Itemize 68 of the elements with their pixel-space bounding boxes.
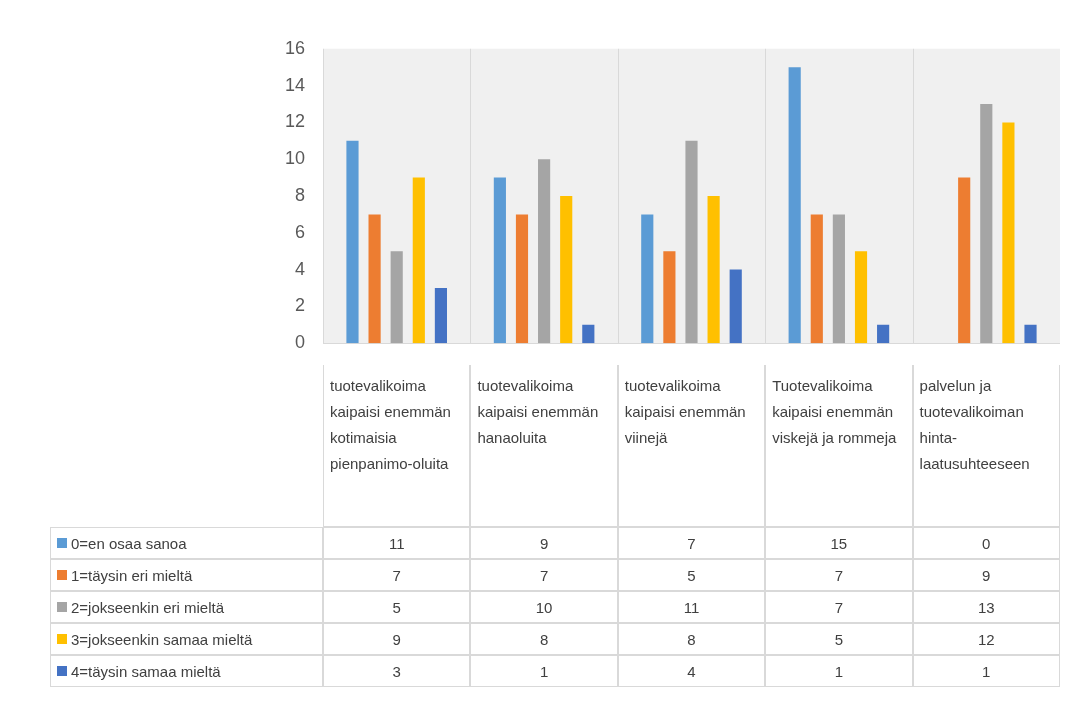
data-label: 8 (470, 623, 618, 655)
data-label: 1 (470, 655, 618, 687)
bar (346, 140, 359, 344)
x-tick-label: palvelun ja tuotevalikoiman hinta-laatusuhteeseen (912, 365, 1060, 527)
legend-label: 1=täysin eri mieltä (71, 566, 193, 584)
data-label: 13 (912, 591, 1060, 623)
bar (729, 269, 742, 344)
legend-label: 4=täysin samaa mieltä (71, 662, 221, 680)
bar (707, 196, 720, 344)
bar (1002, 122, 1015, 344)
x-tick-label: tuotevalikoima kaipaisi enemmän kotimaisia pienpanimo-oluita (323, 365, 471, 527)
bar (980, 104, 993, 344)
bar (582, 324, 595, 344)
bar (663, 251, 676, 344)
x-tick-label: tuotevalikoima kaipaisi enemmän viinejä (617, 365, 766, 527)
data-label: 7 (617, 527, 766, 559)
data-label: 3 (323, 655, 471, 687)
bar (412, 177, 425, 344)
y-tick-label: 14 (284, 74, 305, 95)
data-label: 15 (765, 527, 913, 559)
data-label: 5 (323, 591, 471, 623)
y-tick-label: 8 (294, 184, 305, 205)
data-label: 7 (470, 559, 618, 591)
bar (958, 177, 971, 344)
bar (390, 251, 403, 344)
data-label: 8 (617, 623, 766, 655)
legend-label: 2=jokseenkin eri mieltä (71, 598, 224, 616)
legend-label: 0=en osaa sanoa (71, 534, 187, 552)
legend-label: 3=jokseenkin samaa mieltä (71, 630, 253, 648)
data-label: 7 (765, 591, 913, 623)
y-tick-label: 4 (294, 258, 305, 279)
bar (832, 214, 845, 344)
bar (493, 177, 506, 344)
data-label: 9 (912, 559, 1060, 591)
data-label: 1 (765, 655, 913, 687)
bar (1024, 324, 1037, 344)
bar (685, 140, 698, 344)
bar (854, 251, 868, 344)
data-label: 11 (323, 527, 471, 559)
y-tick-label: 16 (284, 37, 305, 58)
bar (538, 159, 551, 344)
data-label: 5 (765, 623, 913, 655)
x-tick-label: tuotevalikoima kaipaisi enemmän hanaoluita (470, 365, 618, 527)
x-tick-label: Tuotevalikoima kaipaisi enemmän viskejä ja rommeja (765, 365, 913, 527)
y-tick-label: 12 (284, 111, 305, 132)
data-label: 11 (617, 591, 766, 623)
y-tick-label: 6 (294, 221, 305, 242)
data-label: 12 (912, 623, 1060, 655)
data-label: 7 (765, 559, 913, 591)
bar (368, 214, 381, 344)
data-label: 4 (617, 655, 766, 687)
bar (641, 214, 654, 344)
y-tick-label: 2 (294, 295, 305, 316)
bar (515, 214, 529, 344)
data-label: 5 (617, 559, 766, 591)
data-label: 0 (912, 527, 1060, 559)
bar (788, 67, 801, 344)
data-label: 10 (470, 591, 618, 623)
bar (434, 288, 447, 344)
bar (560, 196, 573, 344)
data-label: 7 (323, 559, 471, 591)
y-tick-label: 0 (294, 332, 305, 353)
data-label: 9 (323, 623, 471, 655)
data-label: 9 (470, 527, 618, 559)
bar (810, 214, 823, 344)
data-label: 1 (912, 655, 1060, 687)
bar (877, 324, 890, 344)
y-tick-label: 10 (284, 148, 305, 169)
